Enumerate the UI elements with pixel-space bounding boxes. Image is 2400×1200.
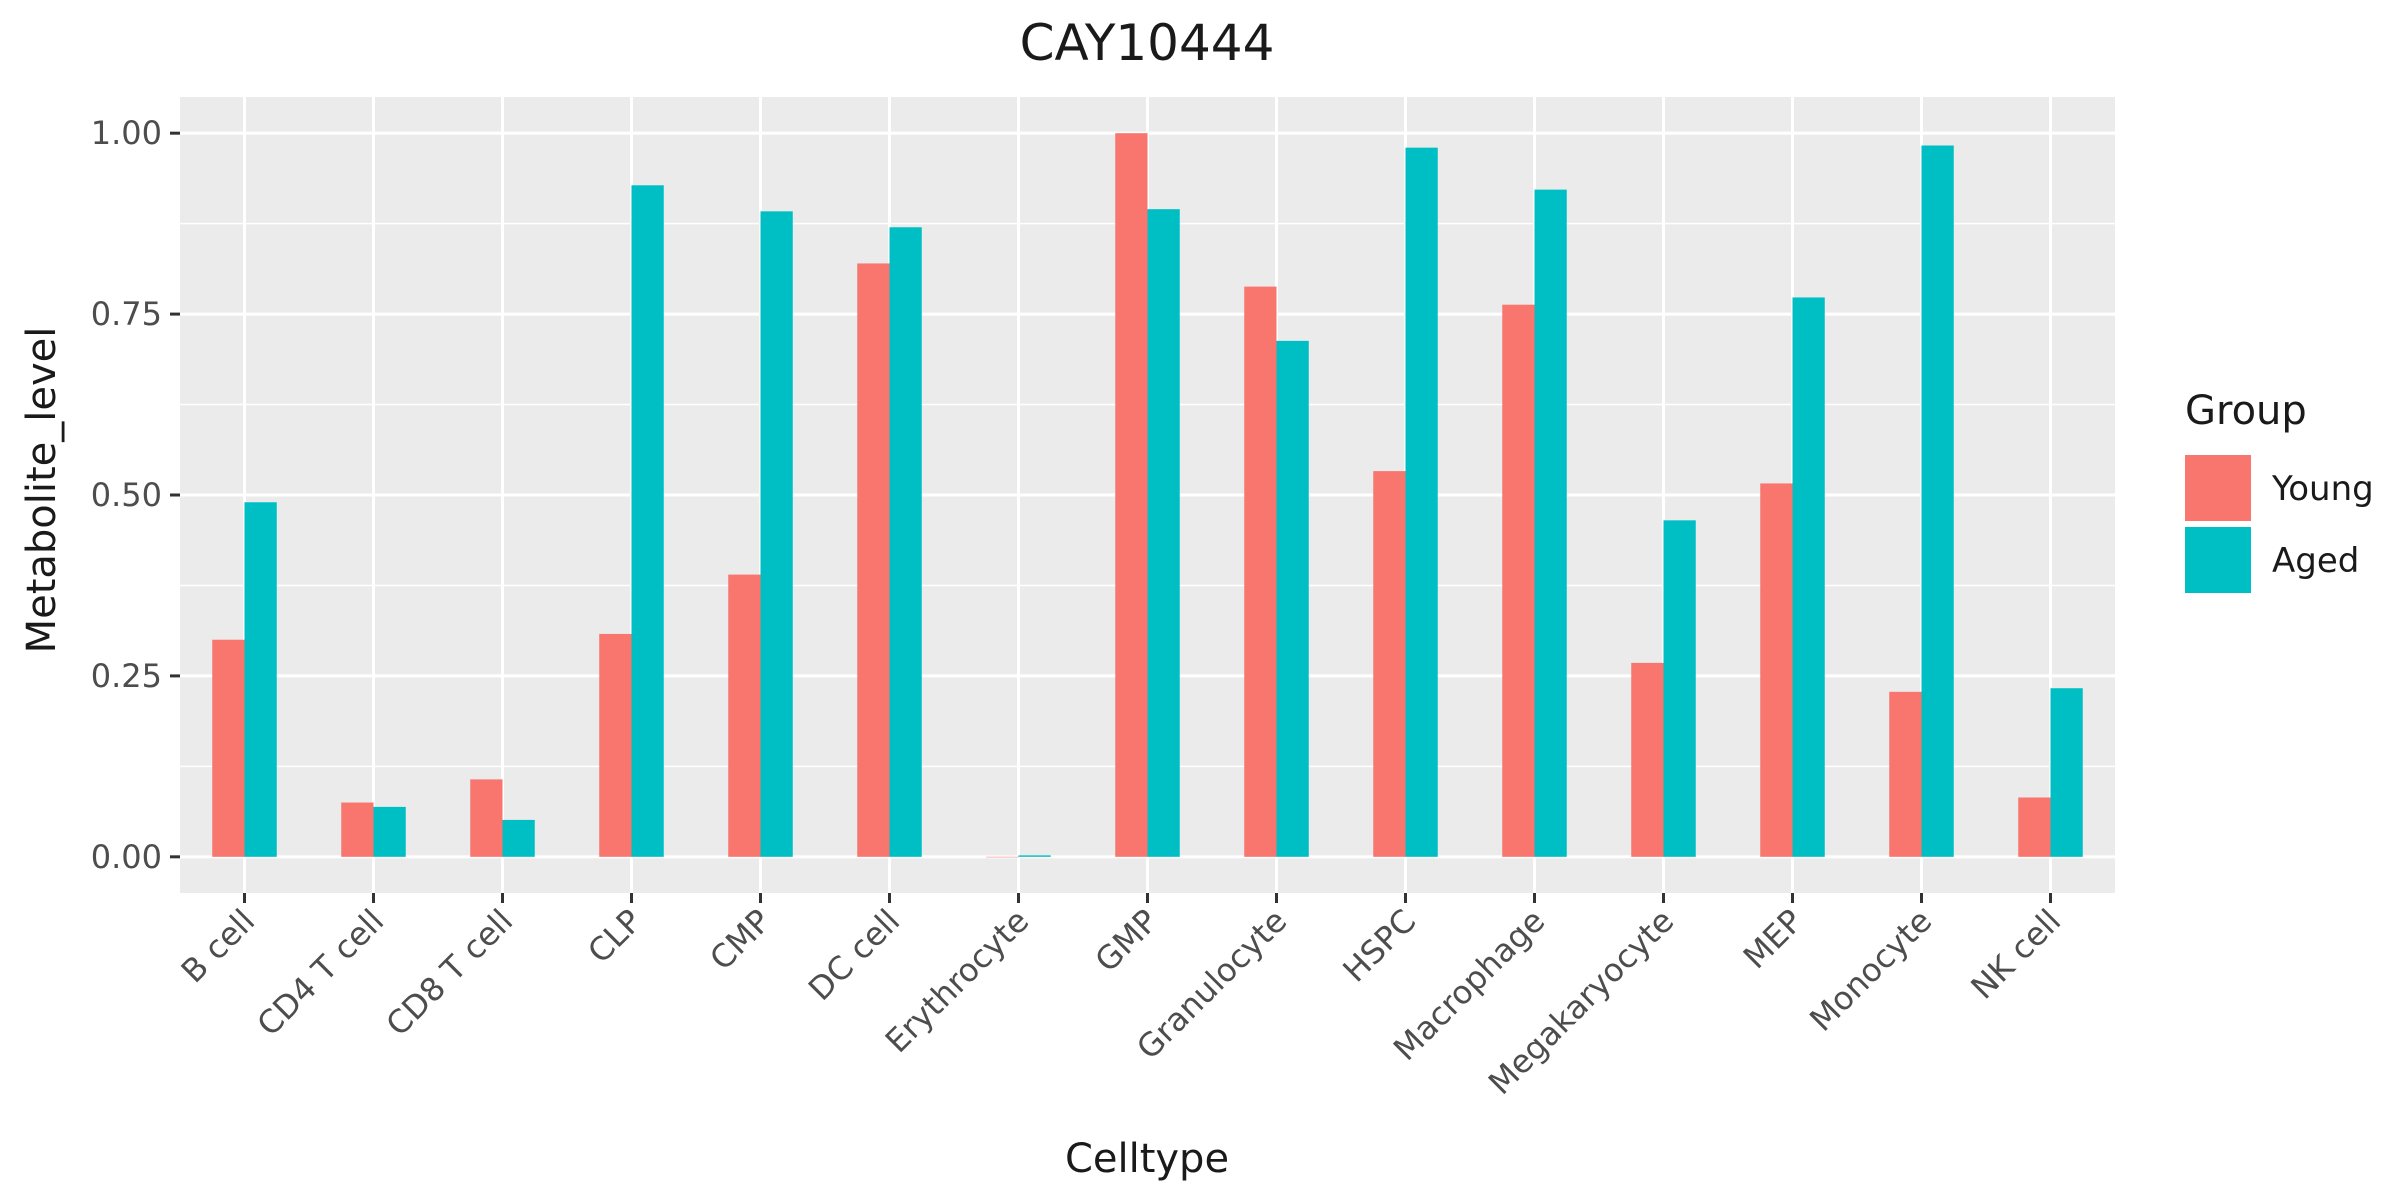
legend-key-aged xyxy=(2185,527,2251,593)
bar-young xyxy=(1373,471,1406,857)
y-axis: 0.00 0.25 0.50 0.75 1.00 xyxy=(91,114,180,876)
y-tick-label: 1.00 xyxy=(91,114,162,152)
bar-aged xyxy=(1534,189,1567,857)
bar-aged xyxy=(502,819,535,857)
bar-young xyxy=(1889,691,1922,857)
bar-young xyxy=(1244,286,1277,857)
legend-label-young: Young xyxy=(2271,469,2374,509)
bar-aged xyxy=(1792,297,1825,857)
bar-young xyxy=(1502,304,1535,857)
bar-young xyxy=(1760,483,1793,857)
x-tick-label: CD4 T cell xyxy=(250,902,392,1044)
bar-aged xyxy=(1921,145,1954,857)
bar-aged xyxy=(1405,147,1438,857)
bar-aged xyxy=(631,185,664,857)
y-tick-label: 0.00 xyxy=(91,838,162,876)
x-tick-label: MEP xyxy=(1736,902,1810,976)
bar-aged xyxy=(1663,520,1696,857)
x-tick-label: B cell xyxy=(174,902,263,991)
bar-young xyxy=(470,779,503,857)
bar-young xyxy=(2018,797,2051,857)
bar-young xyxy=(857,263,890,857)
bar-aged xyxy=(244,502,277,857)
legend-title: Group xyxy=(2185,388,2307,434)
legend-label-aged: Aged xyxy=(2272,541,2359,581)
bar-aged xyxy=(889,227,922,857)
bar-young xyxy=(341,802,374,857)
bar-aged xyxy=(1276,340,1309,857)
x-axis-title: Celltype xyxy=(1065,1136,1229,1182)
x-tick-label: Monocyte xyxy=(1802,902,1939,1039)
x-tick-label: NK cell xyxy=(1963,902,2068,1007)
x-tick-label: HSPC xyxy=(1335,902,1423,990)
y-tick-label: 0.75 xyxy=(91,295,162,333)
legend: Group Young Aged xyxy=(2185,388,2374,593)
x-tick-label: DC cell xyxy=(801,902,907,1008)
bar-aged xyxy=(1018,855,1051,857)
bar-aged xyxy=(1147,209,1180,857)
x-tick-label: CLP xyxy=(580,902,649,971)
bar-young xyxy=(728,574,761,857)
bar-young xyxy=(1631,662,1664,857)
x-tick-label: CD8 T cell xyxy=(379,902,521,1044)
bar-aged xyxy=(760,211,793,857)
plot-area xyxy=(180,97,2115,893)
legend-key-young xyxy=(2185,455,2251,521)
chart-title: CAY10444 xyxy=(1020,14,1275,72)
x-tick-label: GMP xyxy=(1088,902,1166,980)
bar-aged xyxy=(373,806,406,857)
bar-young xyxy=(599,633,632,857)
bar-young xyxy=(986,856,1019,858)
bar-young xyxy=(1115,133,1148,857)
y-axis-title: Metabolite_level xyxy=(19,327,65,654)
x-tick-label: CMP xyxy=(702,902,778,978)
y-tick-label: 0.50 xyxy=(91,476,162,514)
y-tick-label: 0.25 xyxy=(91,657,162,695)
bar-young xyxy=(212,639,245,857)
bar-aged xyxy=(2050,688,2083,857)
